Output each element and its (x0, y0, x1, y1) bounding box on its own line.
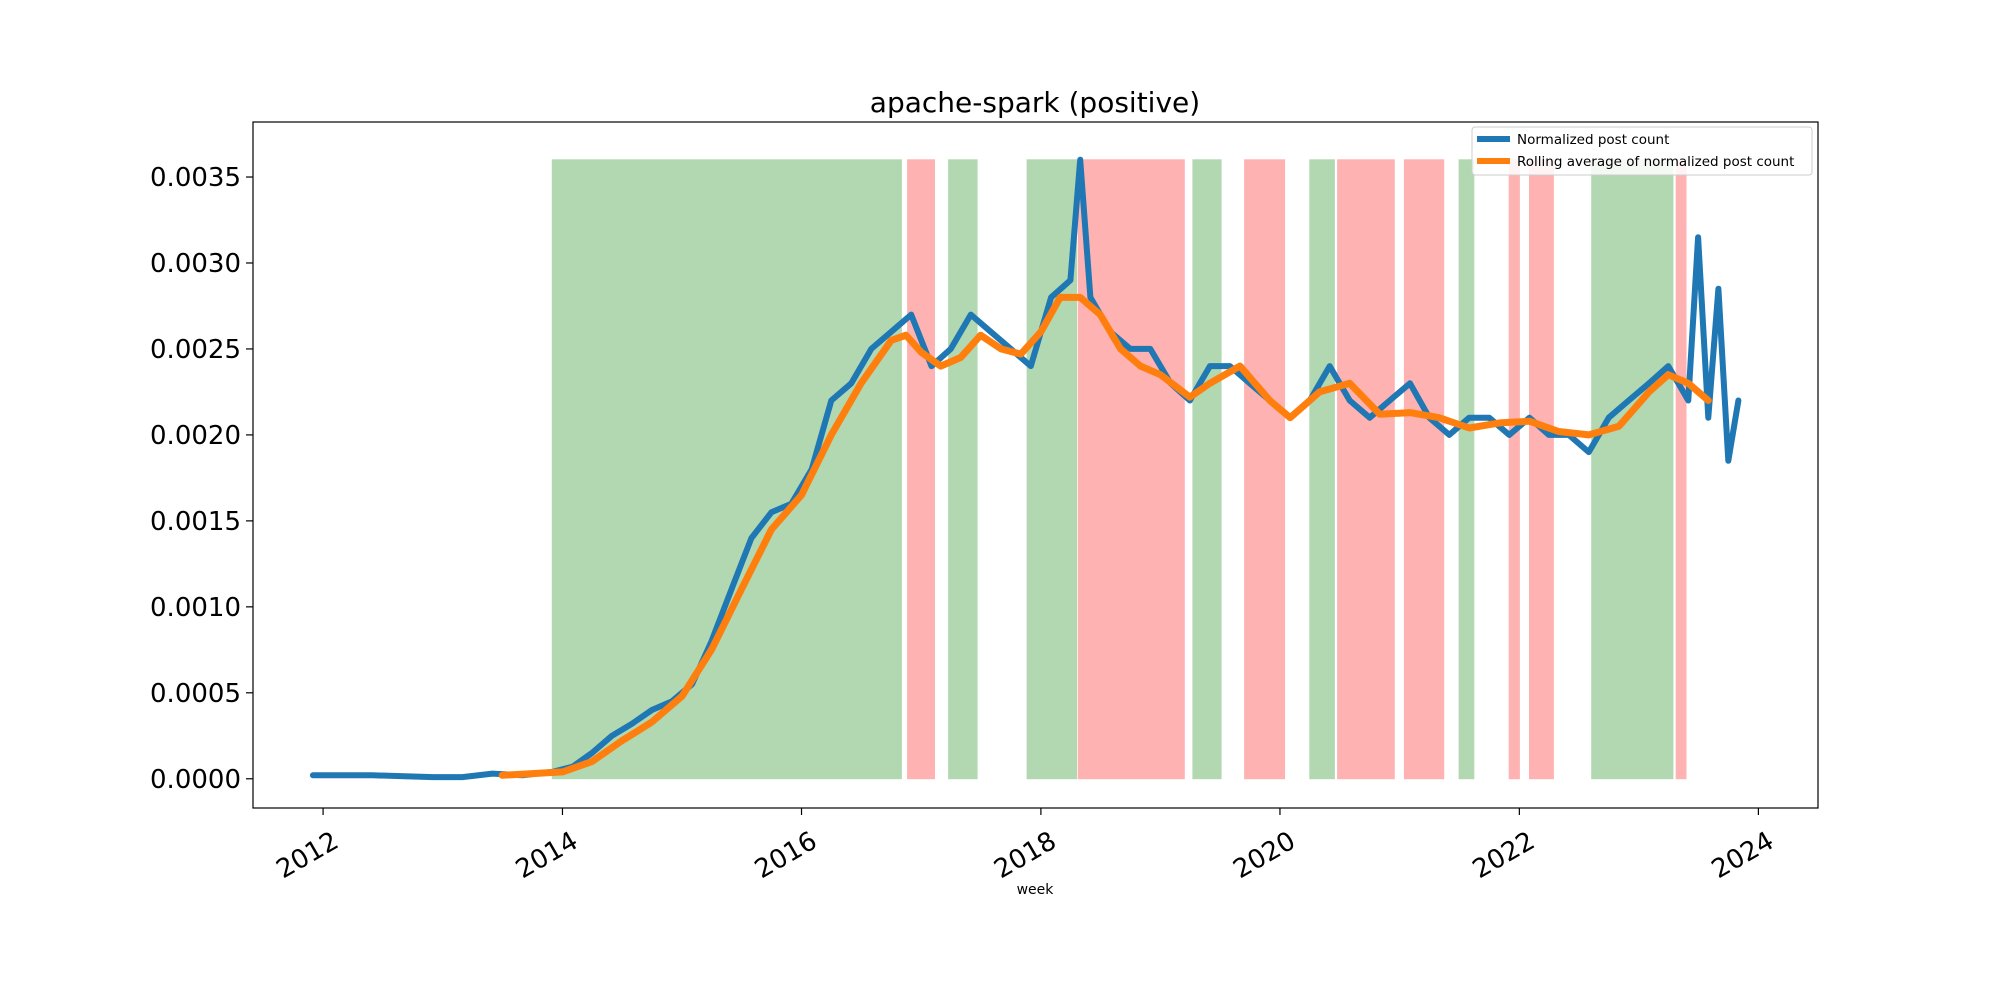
y-tick-label-0.0015: 0.0015 (150, 507, 241, 537)
legend-label-normalized: Normalized post count (1517, 132, 1669, 148)
y-tick-label-0.0025: 0.0025 (150, 335, 241, 365)
y-tick-label-0.0010: 0.0010 (150, 593, 241, 623)
series-lines (309, 156, 1742, 781)
region-positive-5 (1192, 159, 1222, 780)
legend-label-rolling: Rolling average of normalized post count (1517, 154, 1794, 170)
region-negative-12 (1529, 159, 1554, 780)
series-line-rolling-average (498, 293, 1712, 779)
y-tick-label-0.0005: 0.0005 (150, 679, 241, 709)
y-tick-label-0.0000: 0.0000 (150, 765, 241, 795)
y-tick-label-0.0030: 0.0030 (150, 249, 241, 279)
y-tick-label-0.0020: 0.0020 (150, 421, 241, 451)
region-negative-6 (1244, 159, 1286, 780)
region-negative-4 (1077, 159, 1185, 780)
shaded-regions (551, 159, 1687, 780)
region-positive-0 (551, 159, 902, 780)
region-positive-13 (1591, 159, 1674, 780)
x-axis-label: week (1017, 882, 1055, 898)
region-positive-3 (1026, 159, 1077, 780)
chart-title: apache-spark (positive) (870, 86, 1200, 119)
region-negative-11 (1508, 159, 1520, 780)
region-positive-7 (1309, 159, 1335, 780)
y-tick-label-0.0035: 0.0035 (150, 163, 241, 193)
legend-box (1471, 126, 1813, 176)
region-positive-10 (1458, 159, 1475, 780)
y-axis: 0.0000 0.0005 0.0010 0.0015 0.0020 0.0025 0.00… (150, 163, 253, 795)
region-negative-8 (1337, 159, 1395, 780)
region-positive-2 (948, 159, 978, 780)
region-negative-1 (907, 159, 935, 780)
region-negative-9 (1403, 159, 1445, 780)
legend: Normalized post count Rolling average of… (1471, 126, 1813, 176)
region-negative-14 (1675, 159, 1687, 780)
plot-area-frame (252, 121, 1819, 809)
